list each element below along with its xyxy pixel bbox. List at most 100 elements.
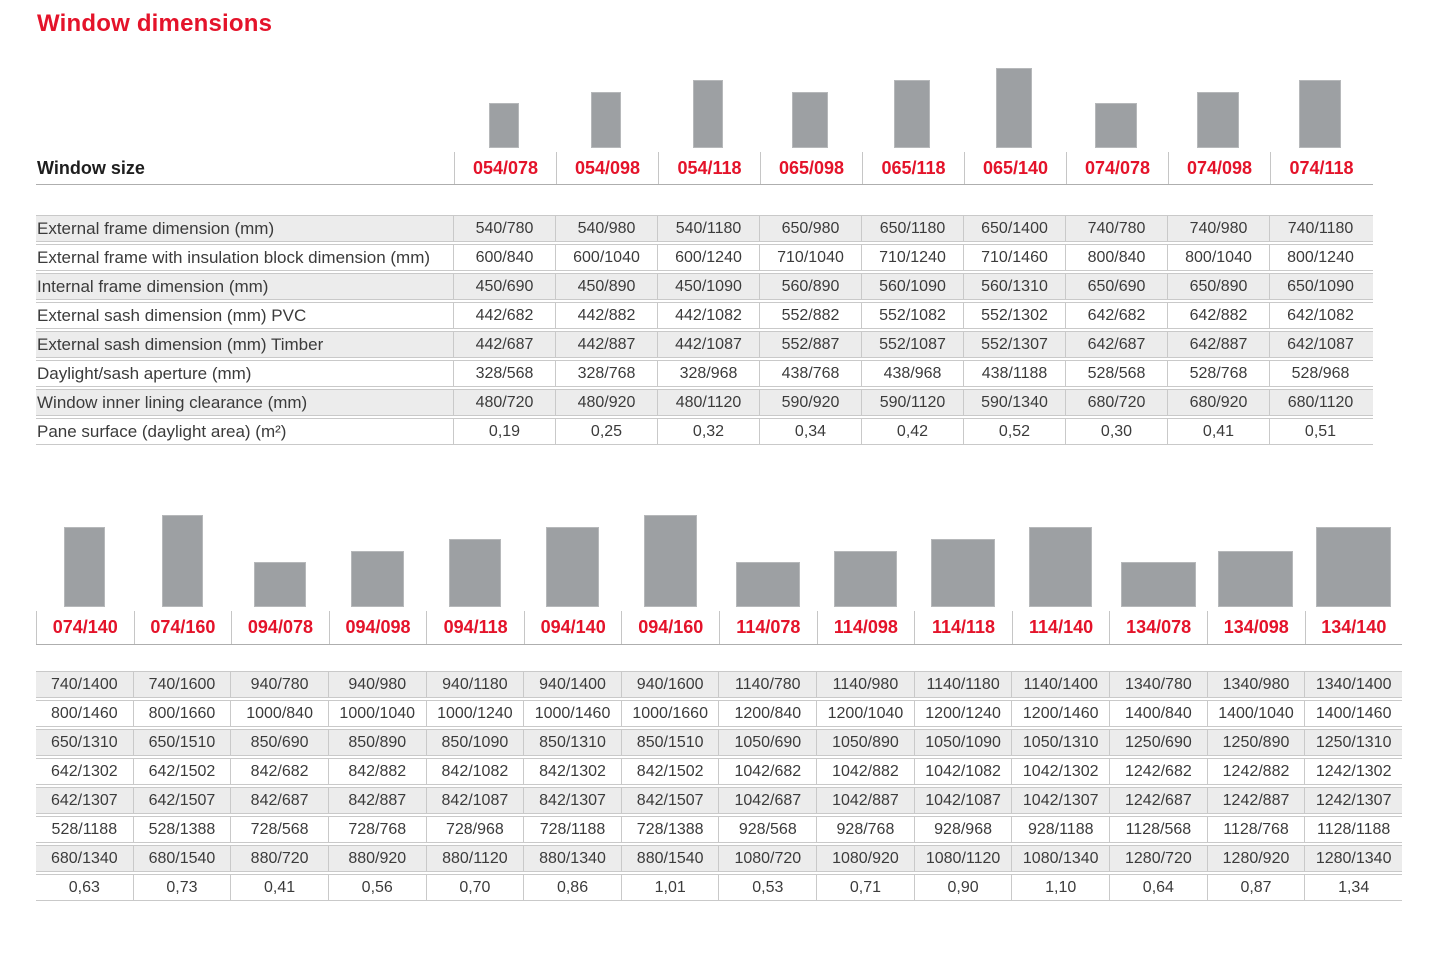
window-proportion-pictogram (253, 562, 307, 607)
value-cell: 842/1502 (620, 759, 719, 784)
value-cell: 442/1082 (657, 303, 759, 328)
value-cell: 680/1120 (1269, 390, 1371, 415)
window-proportion-pictogram (893, 80, 931, 148)
value-cell: 1140/980 (816, 672, 914, 697)
value-cell: 710/1040 (759, 245, 861, 270)
value-cell: 928/968 (913, 817, 1012, 842)
value-cell: 1042/1087 (913, 788, 1012, 813)
value-cell: 940/780 (230, 672, 328, 697)
value-cell: 642/1502 (132, 759, 231, 784)
value-cell: 1042/682 (718, 759, 816, 784)
value-cell: 728/568 (230, 817, 328, 842)
value-cell: 552/1307 (963, 332, 1065, 357)
value-cell: 1,34 (1304, 875, 1402, 900)
window-size-code: 065/118 (862, 152, 964, 184)
window-size-code: 134/078 (1109, 611, 1207, 644)
value-cell: 1080/920 (816, 846, 914, 871)
window-size-label: Window size (37, 157, 145, 178)
window-size-code: 114/118 (914, 611, 1012, 644)
value-cell: 1242/682 (1109, 759, 1207, 784)
value-cell: 650/1400 (963, 216, 1065, 241)
value-cell: 600/840 (453, 245, 555, 270)
value-cell: 650/1510 (132, 730, 231, 755)
window-size-code: 054/098 (556, 152, 658, 184)
window-proportion-pictogram (1028, 526, 1093, 607)
table-row: 528/1188 528/1388 728/568 728/768 728/968 728… (36, 816, 1402, 843)
pictogram-slot (329, 550, 427, 607)
value-cell: 1000/1240 (425, 701, 524, 726)
value-cell: 740/1600 (132, 672, 231, 697)
value-cell: 642/1087 (1269, 332, 1371, 357)
window-size-code: 065/140 (964, 152, 1066, 184)
pictogram-slot (1305, 526, 1403, 607)
window-size-code: 134/140 (1304, 611, 1403, 644)
value-cell: 1242/887 (1206, 788, 1305, 813)
value-cell: 880/920 (327, 846, 426, 871)
window-proportion-pictogram (1315, 526, 1391, 607)
pictogram-slot (134, 515, 232, 607)
value-cell: 540/1180 (657, 216, 759, 241)
window-size-code: 114/140 (1011, 611, 1110, 644)
window-size-code: 134/098 (1206, 611, 1305, 644)
value-cell: 450/690 (453, 274, 555, 299)
value-cell: 600/1040 (555, 245, 657, 270)
value-cell: 928/768 (816, 817, 914, 842)
value-cell: 642/687 (1065, 332, 1167, 357)
window-size-code: 074/140 (36, 611, 134, 644)
value-cell: 1042/687 (718, 788, 816, 813)
value-cell: 642/887 (1167, 332, 1269, 357)
value-cell: 842/1302 (523, 759, 621, 784)
value-cell: 328/768 (555, 361, 657, 386)
value-cell: 0,32 (657, 419, 759, 444)
value-cell: 880/720 (230, 846, 328, 871)
value-cell: 0,42 (861, 419, 963, 444)
table-row: 642/1302 642/1502 842/682 842/882 842/1082 84… (36, 758, 1402, 785)
pictogram-slot (1065, 103, 1167, 148)
pictogram-slot (1012, 526, 1110, 607)
value-cell: 560/890 (759, 274, 861, 299)
value-cell: 850/1510 (620, 730, 719, 755)
table-row: External frame with insulation block dim… (36, 244, 1373, 271)
value-cell: 1242/882 (1206, 759, 1305, 784)
row-label: External sash dimension (mm) PVC (37, 306, 307, 325)
value-cell: 1400/840 (1109, 701, 1207, 726)
value-cell: 1050/890 (816, 730, 914, 755)
value-cell: 680/1540 (132, 846, 231, 871)
value-cell: 0,51 (1269, 419, 1371, 444)
value-cell: 880/1340 (523, 846, 621, 871)
value-cell: 1400/1460 (1304, 701, 1402, 726)
value-cell: 560/1090 (861, 274, 963, 299)
value-cell: 940/1400 (523, 672, 621, 697)
value-cell: 1340/980 (1206, 672, 1305, 697)
value-cell: 552/882 (759, 303, 861, 328)
value-cell: 560/1310 (963, 274, 1065, 299)
window-size-code: 065/098 (760, 152, 862, 184)
window-proportion-pictogram (735, 562, 800, 607)
value-cell: 1200/1240 (913, 701, 1012, 726)
value-cell: 528/768 (1167, 361, 1269, 386)
value-cell: 1140/1400 (1011, 672, 1109, 697)
window-size-code: 094/098 (328, 611, 427, 644)
value-cell: 1242/1302 (1304, 759, 1402, 784)
value-cell: 1050/1310 (1011, 730, 1109, 755)
value-cell: 1250/690 (1109, 730, 1207, 755)
value-cell: 650/980 (759, 216, 861, 241)
value-cell: 1242/687 (1109, 788, 1207, 813)
value-cell: 842/1507 (620, 788, 719, 813)
value-cell: 438/1188 (963, 361, 1065, 386)
value-cell: 1080/1120 (913, 846, 1012, 871)
value-cell: 1250/890 (1206, 730, 1305, 755)
value-cell: 800/1040 (1167, 245, 1269, 270)
pictogram-slot (719, 562, 817, 607)
table-row: 740/1400 740/1600 940/780 940/980 940/1180 94… (36, 671, 1402, 698)
value-cell: 728/968 (425, 817, 524, 842)
value-cell: 850/1310 (523, 730, 621, 755)
value-cell: 552/1302 (963, 303, 1065, 328)
table-row: Pane surface (daylight area) (m²) 0,19 0,2… (36, 418, 1373, 445)
window-size-code: 074/118 (1270, 152, 1372, 184)
value-cell: 600/1240 (657, 245, 759, 270)
value-cell: 1050/690 (718, 730, 816, 755)
value-cell: 642/682 (1065, 303, 1167, 328)
value-cell: 540/980 (555, 216, 657, 241)
value-cell: 1200/840 (718, 701, 816, 726)
